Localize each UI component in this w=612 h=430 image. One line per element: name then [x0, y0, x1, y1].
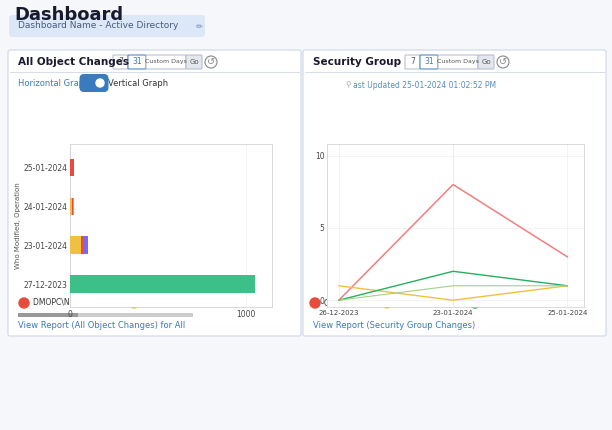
Text: Custom Days: Custom Days	[145, 59, 187, 64]
Bar	[18, 313, 78, 317]
Text: All Object Changes: All Object Changes	[18, 57, 129, 67]
Circle shape	[129, 298, 139, 308]
Bar	[70, 237, 81, 254]
Circle shape	[96, 79, 104, 87]
FancyBboxPatch shape	[128, 55, 146, 69]
FancyBboxPatch shape	[146, 55, 186, 69]
Bar	[81, 237, 83, 254]
Text: Horizontal Graph: Horizontal Graph	[18, 79, 89, 87]
Text: Go: Go	[189, 59, 199, 65]
Text: ↺: ↺	[499, 57, 507, 67]
Text: Renamed: Renamed	[484, 298, 520, 307]
Text: 7: 7	[118, 58, 123, 67]
FancyBboxPatch shape	[478, 55, 494, 69]
Text: ⚲: ⚲	[345, 80, 351, 89]
Text: DMOPC\Nitin ,: DMOPC\Nitin ,	[143, 298, 197, 307]
Text: Dashboard Name - Active Directory: Dashboard Name - Active Directory	[18, 22, 178, 31]
Text: 7: 7	[410, 58, 415, 67]
Bar	[70, 159, 74, 176]
Text: 31: 31	[424, 58, 434, 67]
Text: Vertical Graph: Vertical Graph	[108, 79, 168, 87]
Bar	[18, 313, 193, 317]
FancyBboxPatch shape	[405, 55, 420, 69]
FancyBboxPatch shape	[8, 50, 301, 336]
Text: ↺: ↺	[207, 57, 215, 67]
Text: Custom Days: Custom Days	[437, 59, 479, 64]
FancyBboxPatch shape	[113, 55, 128, 69]
Text: DMOPC\Nitin , Deleted: DMOPC\Nitin , Deleted	[33, 298, 119, 307]
FancyBboxPatch shape	[80, 74, 108, 92]
Text: ast Updated 25-01-2024 01:02:52 PM: ast Updated 25-01-2024 01:02:52 PM	[353, 80, 496, 89]
Bar	[70, 197, 72, 215]
FancyBboxPatch shape	[438, 55, 478, 69]
Text: ✏: ✏	[196, 22, 203, 31]
Bar	[72, 197, 73, 215]
Text: Go: Go	[481, 59, 491, 65]
Bar	[70, 275, 255, 293]
Text: Members Added: Members Added	[396, 298, 458, 307]
FancyBboxPatch shape	[186, 55, 202, 69]
Y-axis label: Who Modified, Operation: Who Modified, Operation	[15, 182, 21, 269]
Text: View Report (All Object Changes) for All: View Report (All Object Changes) for All	[18, 322, 185, 331]
FancyBboxPatch shape	[9, 15, 205, 37]
Circle shape	[310, 298, 320, 308]
Text: Security Group: Security Group	[313, 57, 401, 67]
FancyBboxPatch shape	[420, 55, 438, 69]
Bar	[83, 237, 88, 254]
Text: Dashboard: Dashboard	[14, 6, 123, 24]
Text: Created: Created	[324, 298, 354, 307]
Circle shape	[19, 298, 29, 308]
Text: View Report (Security Group Changes): View Report (Security Group Changes)	[313, 322, 476, 331]
FancyBboxPatch shape	[303, 50, 606, 336]
Circle shape	[382, 298, 392, 308]
Text: 31: 31	[132, 58, 142, 67]
Circle shape	[470, 298, 480, 308]
Bar	[73, 197, 75, 215]
